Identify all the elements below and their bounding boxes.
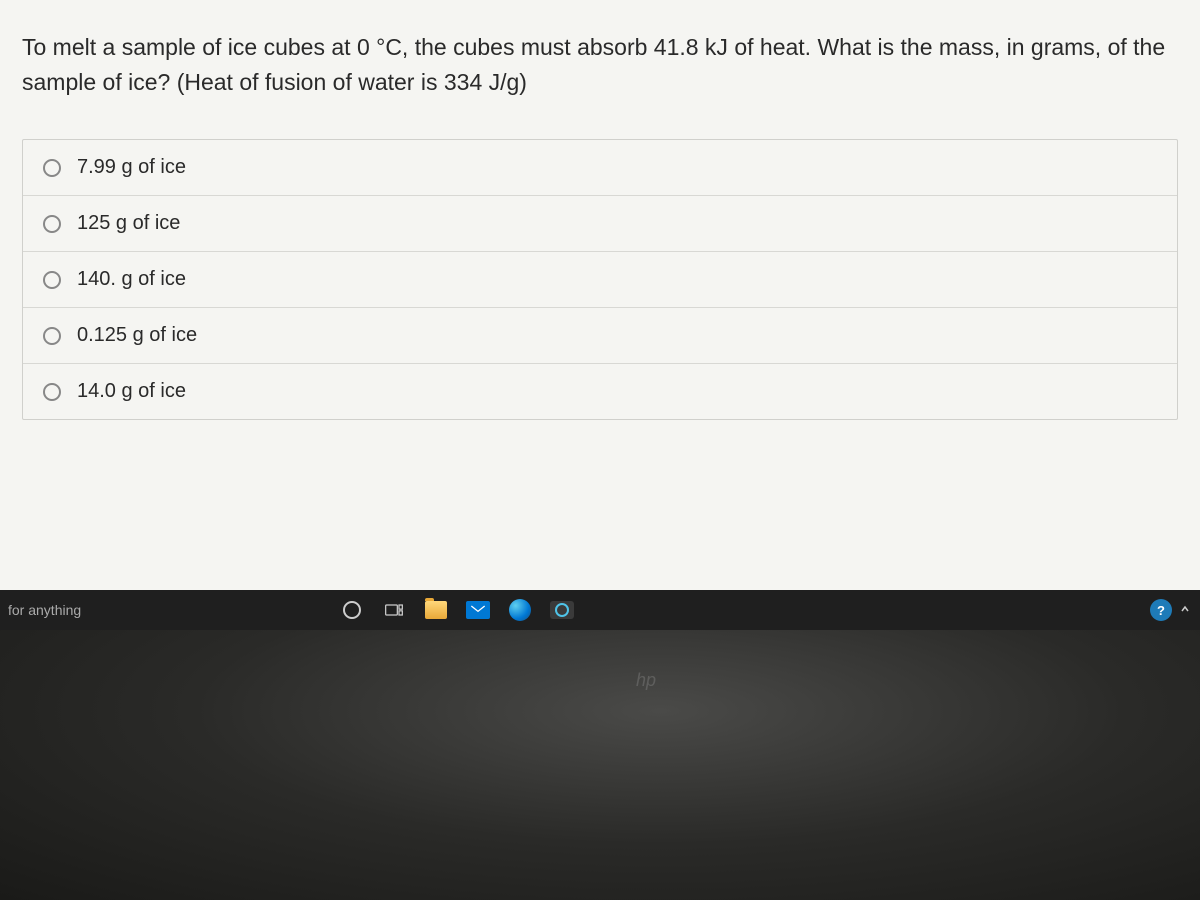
option-row[interactable]: 0.125 g of ice [23, 308, 1177, 364]
option-label: 0.125 g of ice [77, 324, 197, 347]
search-box-text[interactable]: for anything [0, 602, 330, 618]
option-row[interactable]: 140. g of ice [23, 252, 1177, 308]
question-text: To melt a sample of ice cubes at 0 °C, t… [22, 30, 1178, 99]
radio-button[interactable] [43, 215, 61, 233]
file-explorer-icon[interactable] [424, 598, 448, 622]
radio-button[interactable] [43, 327, 61, 345]
edge-browser-icon[interactable] [508, 598, 532, 622]
options-list: 7.99 g of ice 125 g of ice 140. g of ice… [22, 139, 1178, 420]
option-row[interactable]: 125 g of ice [23, 196, 1177, 252]
cortana-icon[interactable] [340, 598, 364, 622]
help-icon[interactable]: ? [1150, 599, 1172, 621]
option-label: 7.99 g of ice [77, 156, 186, 179]
option-label: 125 g of ice [77, 212, 180, 235]
taskbar-pinned-icons [340, 598, 574, 622]
radio-button[interactable] [43, 383, 61, 401]
option-label: 14.0 g of ice [77, 380, 186, 403]
radio-button[interactable] [43, 159, 61, 177]
task-view-icon[interactable] [382, 598, 406, 622]
taskbar-system-tray: ? [1150, 599, 1190, 621]
option-row[interactable]: 14.0 g of ice [23, 364, 1177, 419]
radio-button[interactable] [43, 271, 61, 289]
quiz-page: To melt a sample of ice cubes at 0 °C, t… [0, 0, 1200, 590]
desktop-background: hp [0, 630, 1200, 900]
tray-chevron-up-icon[interactable] [1180, 603, 1190, 617]
help-label: ? [1157, 603, 1165, 618]
hp-logo: hp [636, 670, 656, 691]
mail-icon[interactable] [466, 598, 490, 622]
option-row[interactable]: 7.99 g of ice [23, 140, 1177, 196]
camera-icon[interactable] [550, 598, 574, 622]
option-label: 140. g of ice [77, 268, 186, 291]
windows-taskbar: for anything [0, 590, 1200, 630]
